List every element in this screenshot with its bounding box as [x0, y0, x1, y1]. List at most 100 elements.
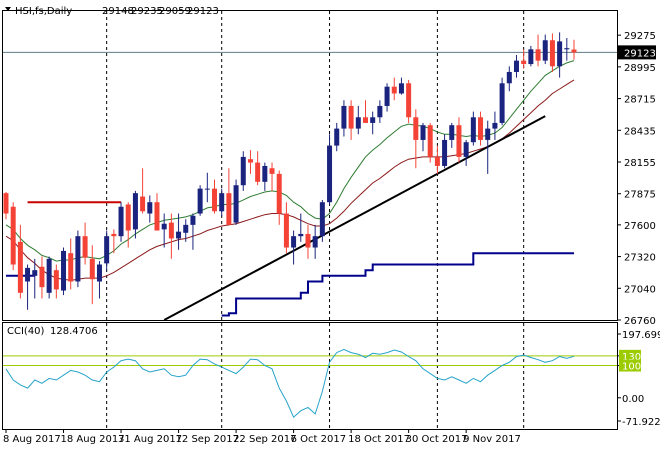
price-y-tick-label: 27040 [624, 284, 656, 295]
candle-14 [104, 230, 110, 271]
candle-body [492, 122, 498, 129]
candle-body [168, 222, 174, 239]
candle-17 [125, 202, 131, 248]
candle-31 [226, 168, 232, 225]
candle-74 [535, 34, 541, 67]
candle-23 [168, 213, 174, 259]
candle-22 [161, 213, 167, 248]
candle-76 [549, 33, 555, 72]
candle-body [528, 49, 534, 65]
candle-body [535, 49, 541, 61]
indicator-panel-frame [2, 322, 618, 430]
candle-body [240, 156, 246, 186]
candle-body [226, 193, 232, 225]
cci-level-box [619, 349, 641, 362]
candle-55 [398, 77, 404, 95]
candle-body [39, 266, 45, 288]
candle-body [53, 270, 59, 290]
candle-body [3, 193, 9, 214]
candle-26 [190, 213, 196, 250]
candle-body [571, 49, 577, 53]
candle-body [61, 250, 67, 291]
candle-49 [355, 105, 361, 135]
candle-body [176, 231, 182, 239]
dropdown-triangle-icon[interactable] [5, 7, 11, 11]
candle-56 [406, 79, 412, 123]
candle-33 [240, 151, 246, 191]
x-tick-label: 31 Aug 2017 [118, 434, 182, 445]
candle-18 [132, 190, 138, 239]
candle-body [212, 188, 218, 212]
candle-79 [571, 39, 577, 60]
candle-21 [154, 193, 160, 231]
price-y-tick-label: 27320 [624, 253, 656, 264]
candle-body [521, 60, 527, 65]
candle-body [298, 233, 304, 237]
candle-78 [564, 37, 570, 61]
candle-body [391, 86, 397, 94]
candle-body [564, 48, 570, 50]
candle-body [255, 162, 261, 182]
candle-body [132, 193, 138, 230]
current-price-box [618, 45, 656, 60]
current-price-label: 29123 [624, 48, 656, 59]
price-y-tick-label: 28715 [624, 95, 656, 106]
candle-65 [470, 111, 476, 146]
indicator-y-tick-label: -71.9221 [622, 417, 660, 428]
candle-4 [32, 258, 38, 299]
candle-50 [362, 100, 368, 123]
candle-body [17, 241, 23, 293]
cci-label: CCI(40) [7, 326, 45, 337]
trailing-stop-segment-1 [221, 252, 574, 317]
candle-body [506, 71, 512, 84]
price-y-tick-label: 28155 [624, 158, 656, 169]
candle-44 [319, 199, 325, 242]
candle-body [485, 128, 491, 140]
ohlc-close: 29123 [187, 6, 219, 17]
candle-63 [456, 117, 462, 163]
candle-body [312, 236, 318, 248]
candle-11 [82, 222, 88, 265]
candle-0 [3, 192, 9, 220]
candle-24 [176, 213, 182, 250]
candle-29 [212, 179, 218, 214]
candle-8 [61, 247, 67, 296]
candle-73 [528, 45, 534, 67]
price-y-tick-label: 27875 [624, 190, 656, 201]
candle-body [470, 117, 476, 143]
x-tick-label: 8 Aug 2017 [3, 434, 61, 445]
candle-body [89, 258, 95, 280]
candle-body [442, 139, 448, 166]
support-trendline [163, 115, 546, 321]
cci-line [5, 348, 575, 419]
candle-68 [492, 111, 498, 140]
candle-body [305, 233, 311, 248]
chart-symbol: HSI,fs,Daily [15, 6, 72, 17]
candle-body [456, 125, 462, 157]
candle-72 [521, 49, 527, 69]
candle-43 [312, 224, 318, 259]
candle-body [25, 267, 31, 282]
x-tick-label: 12 Sep 2017 [176, 434, 239, 445]
candle-57 [413, 109, 419, 169]
cci-level-label: 100 [622, 362, 641, 373]
candle-40 [291, 230, 297, 265]
candle-body [219, 193, 225, 212]
candle-body [104, 236, 110, 264]
x-tick-label: 18 Oct 2017 [348, 434, 410, 445]
candle-body [204, 188, 210, 190]
candle-body [434, 156, 440, 166]
candle-body [82, 236, 88, 258]
price-y-axis: 29275 28995 28715 28435 28155 27875 27600 27320… [617, 31, 656, 327]
candle-20 [147, 195, 153, 223]
candle-41 [298, 213, 304, 242]
x-tick-label: 30 Oct 2017 [406, 434, 468, 445]
candle-body [549, 40, 555, 67]
candle-25 [183, 219, 189, 242]
cci-level-box [619, 359, 641, 372]
candle-62 [449, 122, 455, 148]
candle-body [96, 264, 102, 282]
x-tick-label: 18 Aug 2017 [61, 434, 125, 445]
x-tick-label: 9 Nov 2017 [463, 434, 521, 445]
candle-body [197, 188, 203, 214]
